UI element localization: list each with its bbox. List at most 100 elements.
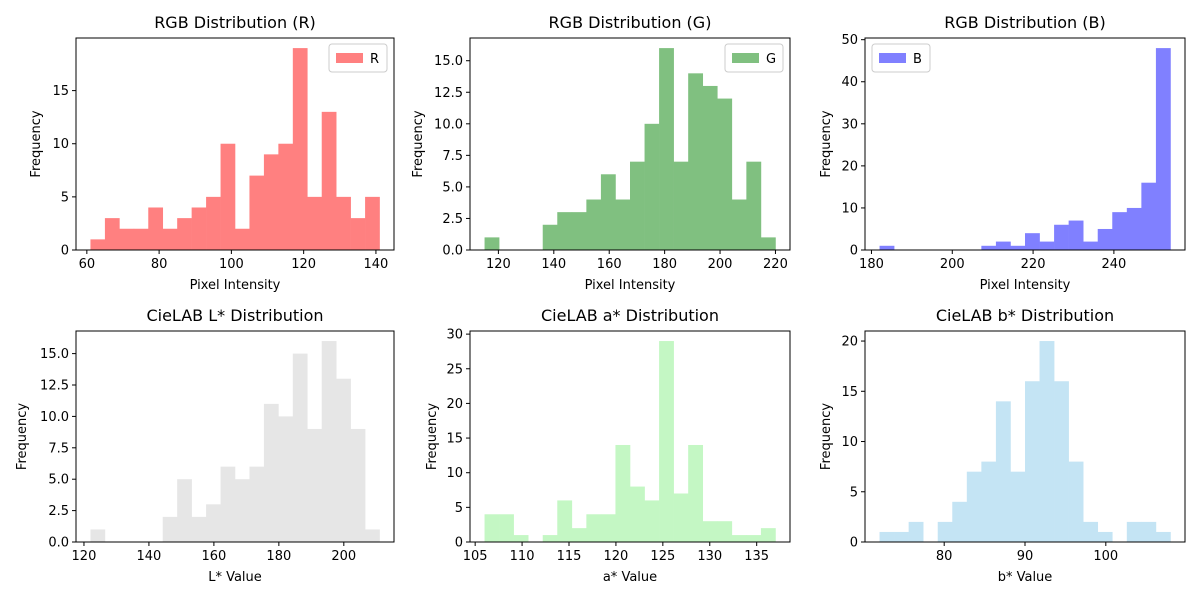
- legend-label: R: [370, 52, 379, 67]
- histogram-bar: [702, 521, 718, 542]
- histogram-bar: [615, 199, 631, 250]
- histogram-bar: [731, 535, 747, 542]
- y-tick-label: 25: [446, 362, 463, 377]
- axes-frame: [864, 37, 1186, 251]
- histogram-bar: [630, 486, 645, 542]
- histogram-bar: [119, 228, 135, 250]
- y-tick-label: 7.5: [442, 149, 463, 164]
- histogram-bar: [321, 341, 337, 542]
- x-tick-label: 90: [1017, 549, 1034, 564]
- histogram-bar: [1141, 521, 1157, 542]
- histogram-bar: [177, 479, 192, 542]
- histogram-bar: [571, 212, 587, 250]
- histogram-bar: [644, 500, 660, 542]
- x-tick-label: 120: [291, 257, 316, 272]
- y-axis-label: Frequency: [819, 403, 834, 470]
- x-tick-label: 140: [541, 257, 566, 272]
- y-tick-label: 10: [841, 435, 858, 450]
- x-tick-label: 120: [72, 549, 97, 564]
- chart-panel-4: 120 140 160 180 200 0.0 2.5 5.0 7.5 10.0 12.5 15.0 C…: [15, 306, 395, 585]
- histogram-bar: [484, 514, 500, 542]
- histogram-bar: [1155, 531, 1171, 542]
- x-tick-label: 240: [1101, 257, 1126, 272]
- chart-panel-3: 180 200 220 240 0 10 20 30 40 50 RGB Distribution …: [819, 13, 1186, 293]
- histogram-bar: [630, 161, 645, 250]
- x-tick-label: 200: [708, 257, 733, 272]
- histogram-bar: [249, 466, 265, 542]
- histogram-bar: [760, 528, 776, 542]
- y-tick-label: 0.0: [442, 244, 463, 259]
- axes-frame: [75, 330, 395, 543]
- axes-frame: [469, 330, 791, 543]
- histogram-bar: [1155, 48, 1171, 250]
- histogram-bar: [220, 466, 236, 542]
- histogram-bar: [206, 196, 221, 250]
- histogram-bar: [995, 241, 1011, 250]
- x-axis-label: a* Value: [603, 570, 657, 585]
- histogram-bar: [1068, 461, 1084, 542]
- y-tick-label: 0.0: [48, 536, 69, 551]
- legend-swatch: [879, 53, 906, 63]
- x-tick-label: 105: [463, 549, 488, 564]
- histogram-bar: [760, 237, 776, 250]
- y-tick-label: 0: [850, 536, 858, 551]
- histogram-bar: [952, 501, 968, 542]
- histogram-bar: [542, 224, 558, 250]
- histogram-bar: [162, 228, 178, 250]
- x-axis-label: L* Value: [208, 570, 262, 585]
- chart-panel-1: 60 80 100 120 140 0 5 10 15 RGB Distribution (R) P…: [29, 13, 395, 293]
- histogram-bar: [1126, 207, 1142, 250]
- y-tick-label: 10.0: [40, 410, 69, 425]
- y-tick-label: 20: [841, 335, 858, 350]
- histogram-bar: [278, 143, 294, 250]
- histogram-bar: [350, 218, 366, 250]
- x-tick-label: 200: [940, 257, 965, 272]
- histogram-bar: [206, 504, 221, 542]
- histogram-bar: [600, 174, 616, 250]
- legend-label: G: [766, 52, 776, 67]
- y-axis-label: Frequency: [15, 403, 30, 470]
- histogram-bar: [90, 239, 106, 250]
- y-tick-label: 2.5: [48, 504, 69, 519]
- histogram-bar: [981, 245, 997, 250]
- y-tick-label: 5: [455, 501, 463, 516]
- y-tick-label: 20: [446, 397, 463, 412]
- histogram-bar: [586, 199, 602, 250]
- histogram-bar: [688, 73, 704, 250]
- chart-panel-5: 105 110 115 120 125 130 135 0 5 10 15 20 25 30 CieLAB …: [425, 306, 791, 585]
- histogram-bar: [365, 529, 380, 542]
- histogram-bar: [542, 535, 558, 542]
- histogram-bar: [177, 218, 192, 250]
- y-tick-label: 10.0: [434, 117, 463, 132]
- x-tick-label: 180: [859, 257, 884, 272]
- histogram-bar: [908, 521, 924, 542]
- y-tick-label: 15: [841, 385, 858, 400]
- y-tick-label: 12.5: [40, 379, 69, 394]
- y-tick-label: 0: [850, 244, 858, 259]
- x-tick-label: 80: [936, 549, 953, 564]
- legend: G: [724, 43, 784, 73]
- histogram-bar: [1054, 224, 1069, 250]
- histogram-bar: [717, 521, 733, 542]
- legend: R: [328, 43, 388, 73]
- y-tick-label: 30: [446, 328, 463, 343]
- y-tick-label: 0: [61, 244, 69, 259]
- x-tick-label: 100: [219, 257, 244, 272]
- y-tick-label: 10: [446, 466, 463, 481]
- histogram-bar: [557, 500, 573, 542]
- histogram-bar: [235, 228, 250, 250]
- y-axis-label: Frequency: [425, 403, 440, 470]
- histogram-bar: [1025, 233, 1040, 250]
- histogram-bar: [292, 48, 308, 250]
- histogram-bar: [1083, 241, 1099, 250]
- histogram-bar: [133, 228, 149, 250]
- y-tick-label: 10: [841, 201, 858, 216]
- x-tick-label: 115: [557, 549, 582, 564]
- histogram-bar: [499, 514, 514, 542]
- histogram-bar: [1126, 521, 1142, 542]
- histogram-bar: [191, 207, 207, 250]
- y-tick-label: 5: [61, 190, 69, 205]
- histogram-bar: [220, 143, 236, 250]
- histogram-bar: [263, 403, 279, 542]
- histogram-bar: [1054, 381, 1069, 542]
